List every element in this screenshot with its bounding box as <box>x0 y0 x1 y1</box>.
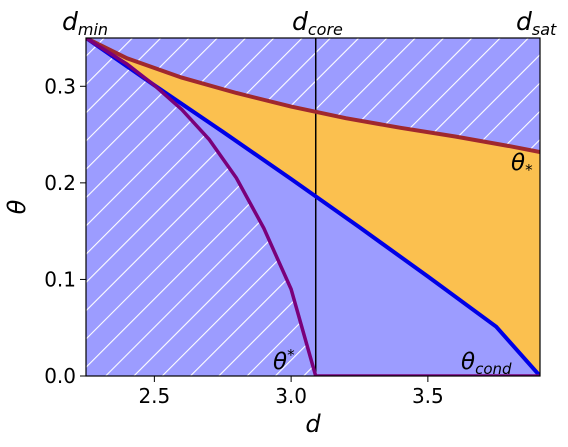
d-sat-label: dsat <box>516 7 557 39</box>
y-axis: 0.0 0.1 0.2 0.3 <box>44 74 86 388</box>
x-tick-label: 3.5 <box>412 384 444 408</box>
hatched-region-left <box>86 38 540 376</box>
x-axis-label: d <box>305 410 321 438</box>
d-core-label: dcore <box>292 7 343 39</box>
d-min-label: dmin <box>62 7 108 39</box>
x-axis: 2.5 3.0 3.5 <box>138 376 444 408</box>
y-tick-label: 0.3 <box>44 74 76 98</box>
solid-blue-region <box>86 38 540 376</box>
theta-star-lower-label: θ* <box>273 346 295 375</box>
theta-star-upper-curve <box>86 38 540 154</box>
x-tick-label: 2.5 <box>138 384 170 408</box>
theta-star-lower-curve <box>86 38 540 376</box>
y-tick-label: 0.2 <box>44 171 76 195</box>
theta-star-upper-label: θ* <box>511 150 533 179</box>
theta-cond-label: θcond <box>461 349 512 378</box>
x-tick-label: 3.0 <box>275 384 307 408</box>
y-tick-label: 0.1 <box>44 267 76 291</box>
y-axis-label: θ <box>3 199 31 214</box>
plot-area <box>86 38 540 376</box>
hatched-region-top <box>86 38 540 152</box>
y-tick-label: 0.0 <box>44 364 76 388</box>
orange-region <box>86 38 540 376</box>
plot-frame <box>85 37 541 377</box>
theta-cond-curve <box>86 38 540 376</box>
